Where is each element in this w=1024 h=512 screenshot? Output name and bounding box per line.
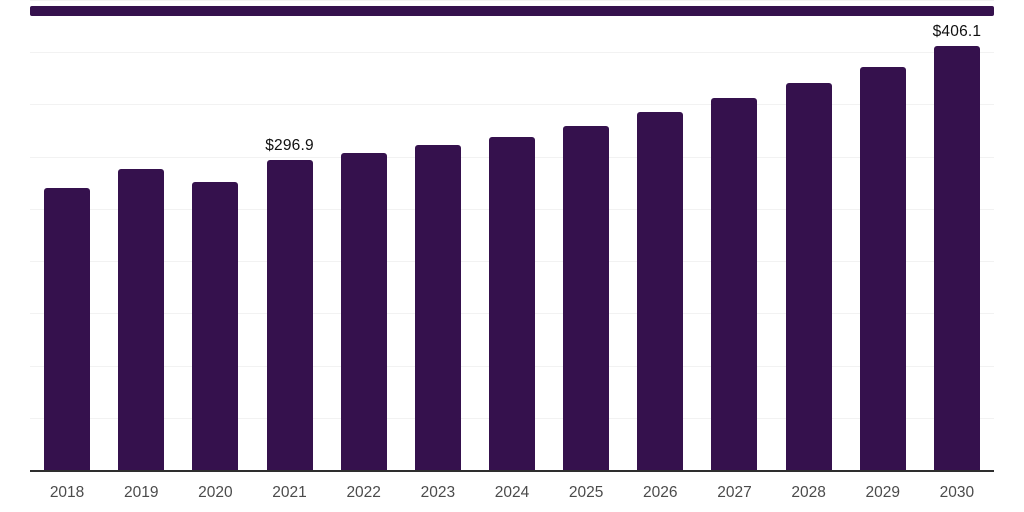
- gridline-450: [30, 0, 994, 1]
- x-tick-2023: 2023: [420, 484, 456, 501]
- x-tick-2026: 2026: [643, 484, 678, 501]
- x-tick-2019: 2019: [123, 484, 159, 501]
- x-tick-2024: 2024: [494, 484, 530, 501]
- plot-area: $296.9 $406.1: [30, 0, 994, 470]
- bar-2019: [118, 169, 165, 470]
- bar-2026: [637, 111, 684, 470]
- x-tick-2018: 2018: [49, 484, 85, 501]
- x-tick-2021: 2021: [272, 484, 307, 501]
- x-tick-2029: 2029: [865, 484, 900, 501]
- bar-2021: [266, 159, 313, 470]
- bar-2024: [489, 136, 535, 470]
- bar-2023: [414, 144, 461, 470]
- gridline-350: [30, 104, 994, 106]
- top-accent-bar: [30, 6, 994, 16]
- x-axis-line: [30, 470, 994, 472]
- bar-2025: [563, 125, 610, 470]
- bar-2022: [340, 153, 387, 470]
- x-tick-2022: 2022: [346, 484, 381, 501]
- x-tick-2027: 2027: [717, 484, 752, 501]
- x-tick-2025: 2025: [568, 484, 604, 501]
- data-label-2021: $296.9: [265, 136, 314, 154]
- x-tick-2020: 2020: [198, 484, 233, 501]
- x-tick-2028: 2028: [791, 484, 826, 501]
- bar-2027: [711, 97, 758, 470]
- bar-2028: [785, 82, 832, 470]
- bar-2029: [859, 66, 906, 470]
- data-label-2030: $406.1: [932, 22, 982, 40]
- bar-2020: [192, 181, 239, 470]
- gridline-400: [30, 52, 994, 54]
- bar-2018: [44, 188, 91, 470]
- x-tick-2030: 2030: [939, 484, 975, 501]
- bar-2030: [933, 45, 980, 470]
